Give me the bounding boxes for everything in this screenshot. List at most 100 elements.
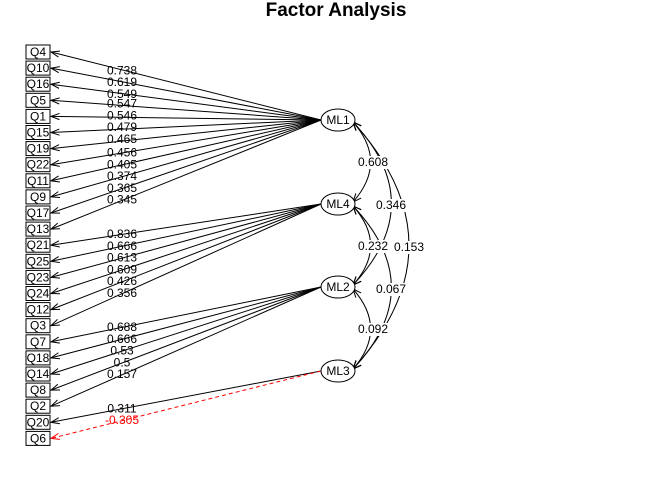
variable-node-q11: Q11 [25,173,51,189]
loading-line [50,115,322,121]
variable-box [25,108,51,124]
loading-value-q8: 0.5 [114,355,131,369]
variable-label: Q16 [27,77,50,91]
loading-arrowhead [49,159,60,167]
loading-line [50,203,322,278]
variable-box [25,92,51,108]
variable-label: Q22 [27,158,50,172]
loading-edge [49,119,322,152]
loading-value-q10: 0.619 [107,75,137,89]
variable-box [25,157,51,173]
correlation-value-ml1-ml4: 0.608 [358,155,388,169]
variable-label: Q6 [30,431,46,445]
correlation-label-bg [356,240,390,253]
loading-arrowhead [49,191,61,199]
loading-edge [49,370,322,440]
loading-line [50,83,322,121]
diagram-title: Factor Analysis [265,0,407,21]
loading-line [50,119,322,230]
variable-box [25,221,51,237]
variable-box [25,398,51,414]
variable-node-q14: Q14 [25,366,51,382]
loading-edge [49,203,322,295]
variable-label: Q8 [30,383,46,397]
loading-value-q12: 0.426 [107,274,137,288]
loading-value-q2: 0.157 [107,367,137,381]
variable-node-q9: Q9 [25,189,51,205]
correlation-value-ml4-ml3: 0.067 [376,282,406,296]
factor-node-ml3: ML3 [320,359,356,383]
factor-ellipse [320,108,356,132]
variable-node-q25: Q25 [25,253,51,269]
loading-line [50,286,322,407]
loading-edge [49,50,322,121]
correlation-value-ml1-ml3: 0.153 [394,240,424,254]
loading-arrowhead [49,66,60,74]
loading-edge [49,119,322,136]
variable-node-q13: Q13 [25,221,51,237]
loading-arrowhead [49,319,61,327]
loading-edge [49,286,322,407]
loading-arrowhead [49,144,60,152]
loading-value-q5: 0.547 [107,97,137,111]
variable-node-q18: Q18 [25,350,51,366]
variable-node-q17: Q17 [25,205,51,221]
variable-box [25,382,51,398]
loading-value-q1: 0.546 [107,108,137,122]
variable-node-q15: Q15 [25,125,51,140]
loading-arrowhead [49,352,61,360]
variable-label: Q9 [30,190,46,204]
loading-line [50,370,322,423]
correlation-label-bg [374,283,408,296]
variable-label: Q5 [30,93,46,107]
factor-ellipse [320,359,356,383]
loading-line [50,203,322,294]
variable-box [25,350,51,366]
loading-arrowhead [49,256,60,264]
loading-value-q25: 0.666 [107,239,137,253]
variable-label: Q17 [27,206,50,220]
loading-line [50,203,322,246]
correlation-label-bg [392,241,426,254]
factor-label: ML1 [326,113,350,127]
loading-edge [49,119,322,199]
variable-label: Q15 [27,126,50,140]
loading-arrowhead [49,417,60,425]
loading-arrowhead [49,240,60,248]
variable-label: Q19 [27,142,50,156]
edge-labels: 0.7380.6190.5490.5470.5460.4790.4650.456… [105,63,426,427]
loading-line [50,286,322,375]
loading-value-q16: 0.549 [107,87,137,101]
loading-value-q18: 0.666 [107,332,137,346]
loading-value-q17: 0.365 [107,181,137,195]
loading-value-q14: 0.53 [110,344,134,358]
factor-node-ml4: ML4 [320,192,356,216]
loading-value-q15: 0.479 [107,120,137,134]
variable-node-q20: Q20 [25,414,51,430]
loading-edge [49,119,322,230]
loading-line [50,99,322,121]
factor-node-ml2: ML2 [320,275,356,299]
loading-line [50,286,322,391]
loading-edges [49,50,322,440]
loading-arrowhead [49,128,60,136]
variable-label: Q2 [30,399,46,413]
variable-label: Q12 [27,303,50,317]
loading-value-q4: 0.738 [107,63,137,77]
loading-line [50,286,322,343]
loading-line [50,119,322,214]
loading-arrowhead [49,222,61,230]
correlation-value-ml1-ml2: 0.346 [376,198,406,212]
loading-line [50,203,322,311]
loading-value-q21: 0.836 [107,227,137,241]
variable-label: Q18 [27,351,50,365]
loading-value-q3: 0.356 [107,286,137,300]
loading-arrowhead [49,97,60,105]
variable-label: Q11 [27,174,49,188]
loading-line [50,51,322,121]
factor-label: ML3 [326,364,350,378]
variable-box [25,430,51,446]
loading-arrowhead [49,81,60,89]
variable-label: Q4 [30,45,46,59]
loading-line [50,370,322,439]
